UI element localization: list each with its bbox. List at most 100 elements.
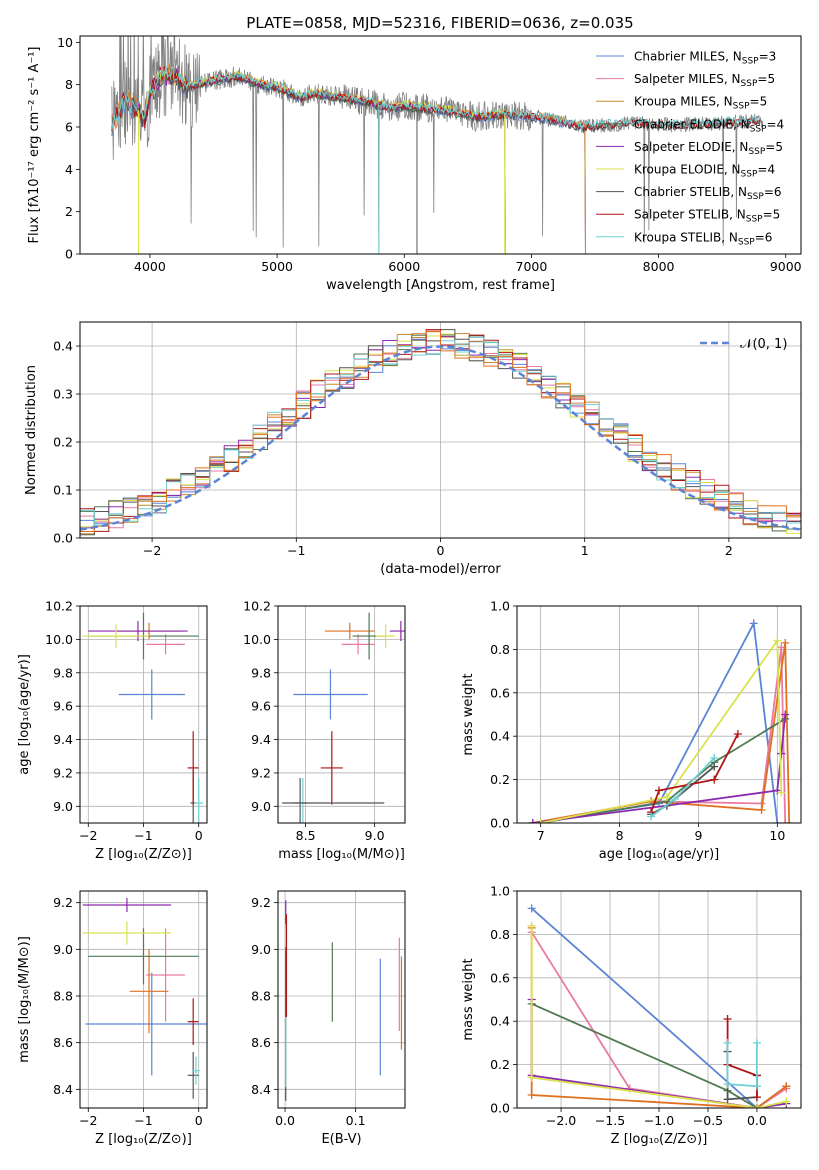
series-salpeter-stelib — [723, 1015, 761, 1102]
x-tick-label: 4000 — [134, 259, 166, 274]
series-line — [530, 925, 787, 1108]
series-kroupa-elodie — [527, 921, 791, 1108]
y-tick-label: 9.8 — [53, 665, 73, 680]
series-marker — [527, 1073, 536, 1082]
series-marker — [733, 730, 742, 739]
legend-label-sub: SSP — [742, 57, 759, 67]
errorbar-point — [88, 621, 188, 642]
errorbar-point — [293, 669, 368, 720]
series-marker — [752, 1038, 761, 1047]
axes-frame — [79, 890, 208, 1109]
legend-label-sub: SSP — [750, 124, 767, 134]
legend-label-tail: =5 — [750, 95, 768, 109]
y-tick-label: 8.8 — [53, 989, 73, 1004]
axes-age_vs_Z: −2 −1 0 9.0 9.2 9.4 9.6 9.8 10.0 10.2 Z [log₁₀(Z/Z… — [17, 599, 208, 862]
observed-spectrum — [111, 36, 764, 252]
errorbar-point — [187, 998, 199, 1045]
series-line — [532, 642, 791, 823]
x-tick-label: −1 — [134, 828, 152, 843]
plot-area-mass_vs_Z — [82, 898, 207, 1099]
axes-frame — [277, 605, 406, 824]
y-tick-label: 0 — [65, 247, 73, 262]
axes-massweight_vs_Z: −2.0 −1.5 −1.0 −0.5 0.0 0.0 0.2 0.4 0.6 0.8 1.0 Z [… — [461, 884, 802, 1147]
series-kroupa-elodie — [536, 636, 786, 823]
series-marker — [662, 792, 671, 801]
legend-label: Kroupa ELODIE, NSSP=4 — [634, 163, 775, 180]
y-tick-label: 0.8 — [490, 642, 510, 657]
y-axis-label: mass weight — [461, 958, 476, 1040]
series-marker — [710, 775, 719, 784]
x-tick-label: 7000 — [516, 259, 548, 274]
errorbar-point — [82, 898, 172, 912]
series-line — [532, 620, 779, 823]
axes-frame — [516, 890, 802, 1109]
x-tick-label: 2 — [725, 543, 733, 558]
series-marker — [757, 805, 766, 814]
series-line — [650, 733, 739, 813]
plot-area-massweight_vs_Z — [527, 904, 791, 1108]
y-tick-label: 8.6 — [53, 1035, 73, 1050]
series-marker — [527, 1090, 536, 1099]
x-tick-label: 0.1 — [346, 1113, 366, 1128]
errorbar-point — [82, 921, 172, 945]
x-tick-label: −1.5 — [595, 1113, 625, 1128]
legend-label-sub: SSP — [741, 170, 758, 180]
legend-label-tail: =5 — [765, 140, 783, 154]
series-marker — [781, 710, 790, 719]
y-tick-label: 0.4 — [490, 1014, 510, 1029]
x-axis-label: E(B-V) — [321, 1132, 361, 1147]
x-axis-label: Z [log₁₀(Z/Z⊙)] — [611, 1132, 708, 1147]
series-marker — [777, 788, 786, 797]
errorbar-point — [187, 731, 199, 805]
x-tick-label: 0 — [195, 828, 203, 843]
legend-label: 𝒩(0, 1) — [740, 337, 787, 352]
x-tick-label: 9 — [694, 828, 702, 843]
errorbar-point — [146, 634, 185, 655]
x-tick-label: 0 — [195, 1113, 203, 1128]
y-tick-label: 8.6 — [251, 1035, 271, 1050]
y-tick-label: 9.6 — [251, 699, 271, 714]
y-tick-label: 2 — [65, 204, 73, 219]
plot-area-massweight_vs_age — [528, 619, 794, 823]
y-tick-label: 9.2 — [251, 765, 271, 780]
y-tick-label: 9.6 — [53, 699, 73, 714]
x-tick-label: 0 — [437, 543, 445, 558]
series-line — [540, 637, 783, 823]
series-marker — [781, 819, 790, 823]
legend-label: Salpeter STELIB, NSSP=5 — [634, 208, 780, 225]
y-tick-label: 8 — [65, 77, 73, 92]
legend-label-tail: =6 — [755, 230, 773, 244]
y-tick-label: 0.8 — [490, 927, 510, 942]
errorbar-point — [82, 624, 150, 648]
y-tick-label: 9.0 — [53, 799, 73, 814]
y-tick-label: 1.0 — [490, 884, 510, 899]
x-tick-label: −1 — [287, 543, 305, 558]
series-marker — [752, 1104, 761, 1108]
y-tick-label: 0.2 — [490, 1057, 510, 1072]
x-tick-label: −2 — [79, 828, 97, 843]
series-marker — [670, 795, 679, 804]
series-marker — [723, 1015, 732, 1024]
series-marker — [723, 1080, 732, 1089]
plot-area-age_vs_Z — [82, 612, 204, 823]
legend-label: Kroupa MILES, NSSP=5 — [634, 95, 767, 112]
spectrum-legend: Chabrier MILES, NSSP=3 Salpeter MILES, NS… — [596, 50, 784, 247]
series-marker — [655, 786, 663, 795]
series-marker — [785, 819, 794, 823]
x-axis-label: Z [log₁₀(Z/Z⊙)] — [95, 1132, 192, 1147]
x-tick-label: 8000 — [643, 259, 675, 274]
series-marker — [781, 638, 790, 647]
errorbar-point — [85, 972, 207, 1076]
series-line — [532, 647, 787, 823]
histogram-step — [80, 330, 801, 532]
legend-label: Salpeter ELODIE, NSSP=5 — [634, 140, 783, 157]
x-tick-label: 8 — [616, 828, 624, 843]
y-axis-label: Normed distribution — [24, 365, 39, 495]
y-tick-label: 0.2 — [490, 772, 510, 787]
series-marker — [710, 753, 719, 762]
y-tick-label: 0.3 — [53, 387, 73, 402]
y-tick-label: 9.2 — [53, 895, 73, 910]
y-tick-label: 0.0 — [490, 816, 510, 831]
series-marker — [723, 1095, 732, 1104]
x-tick-label: 9.0 — [365, 828, 385, 843]
